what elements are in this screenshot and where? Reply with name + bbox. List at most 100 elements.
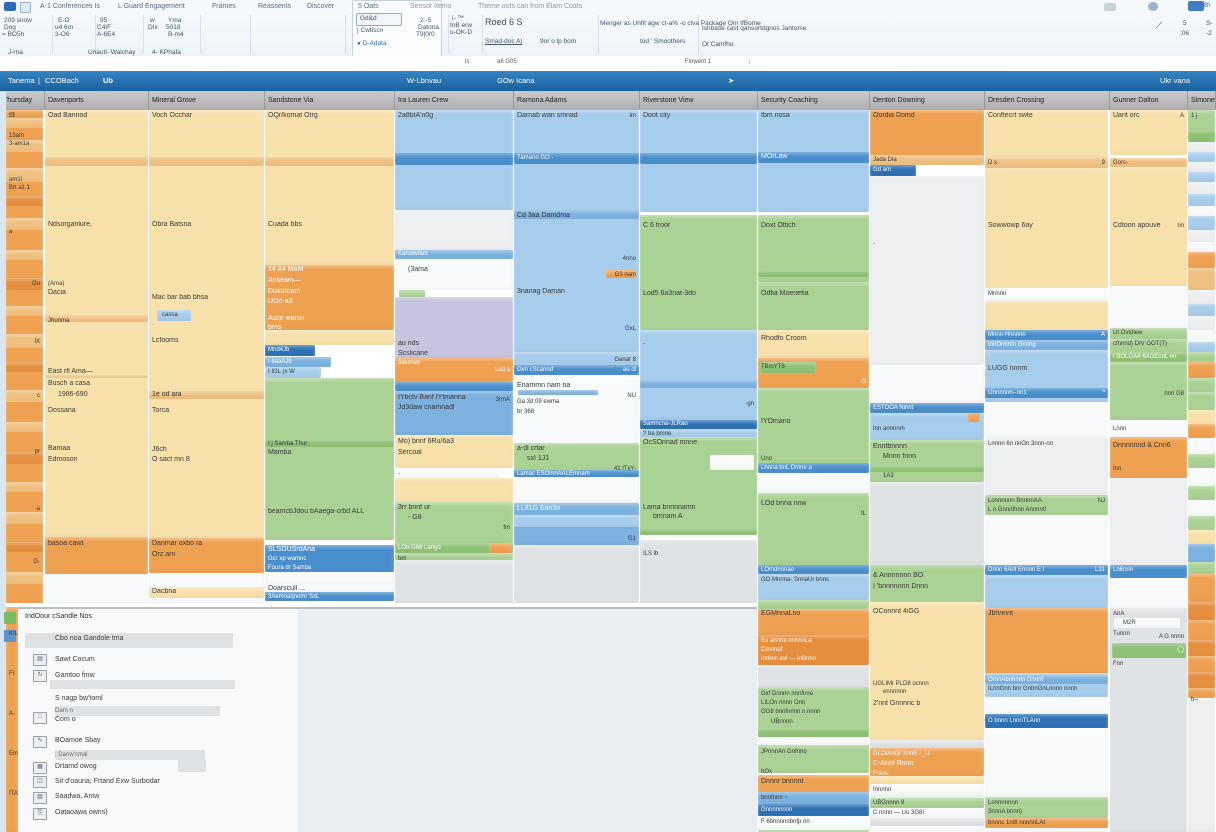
event-block[interactable] [1188, 454, 1215, 468]
event-block[interactable] [6, 218, 43, 230]
event-block[interactable] [758, 745, 869, 773]
event-block[interactable] [870, 165, 916, 176]
event-block[interactable] [870, 798, 984, 808]
menu-item[interactable]: Saadwa, Amw [55, 793, 100, 800]
column-header[interactable]: Thursday [0, 91, 45, 110]
column-header[interactable]: Sandstone Via [265, 91, 395, 110]
event-block[interactable] [758, 804, 869, 816]
group-label[interactable]: Ub [103, 76, 113, 85]
event-block[interactable] [395, 560, 513, 603]
event-block[interactable] [758, 737, 869, 745]
event-block[interactable] [514, 153, 639, 164]
event-block[interactable] [1114, 618, 1180, 628]
event-block[interactable] [870, 565, 984, 602]
event-block[interactable] [1110, 608, 1187, 832]
event-block[interactable] [985, 818, 1108, 828]
event-block[interactable] [6, 278, 43, 290]
event-block[interactable] [1188, 672, 1215, 688]
event-block[interactable] [758, 282, 869, 330]
event-block[interactable] [870, 365, 984, 403]
event-block[interactable] [514, 443, 639, 470]
event-block[interactable] [265, 545, 394, 572]
event-block[interactable] [6, 196, 43, 206]
event-block[interactable] [870, 403, 984, 413]
event-block[interactable] [985, 495, 1108, 515]
event-block[interactable] [758, 635, 869, 665]
event-block[interactable] [1188, 562, 1215, 574]
event-block[interactable] [1188, 252, 1215, 268]
ribbon-button[interactable]: J-rna [8, 49, 23, 56]
ribbon-button[interactable]: i- ™ [452, 15, 464, 22]
ribbon-tab[interactable]: Reassents [258, 3, 292, 10]
event-block[interactable] [870, 176, 984, 365]
ribbon-button[interactable]: Yma [168, 17, 182, 24]
event-block[interactable] [6, 168, 43, 182]
ribbon-button[interactable]: E-O [58, 17, 70, 24]
ribbon-tab[interactable]: L Guard Engagement [118, 3, 185, 10]
ribbon-button[interactable]: Menger as Unfit agw ct-a% -o clva Packag… [600, 20, 761, 27]
group-label[interactable]: GOw Icana [497, 76, 535, 85]
event-block[interactable] [45, 574, 148, 603]
event-block[interactable] [758, 816, 869, 830]
event-block[interactable] [1188, 656, 1215, 672]
ribbon-button[interactable]: Unautl- Walchay [88, 49, 136, 56]
event-block[interactable] [985, 828, 1108, 832]
event-block[interactable] [758, 830, 869, 832]
event-block[interactable] [640, 437, 757, 535]
event-block[interactable] [395, 382, 513, 391]
event-block[interactable] [1188, 194, 1215, 206]
ribbon-button[interactable]: Gd&d [360, 15, 377, 22]
event-block[interactable] [1188, 620, 1215, 640]
event-block[interactable] [514, 210, 639, 219]
event-block[interactable] [870, 808, 984, 818]
event-block[interactable] [395, 358, 513, 382]
event-block[interactable] [1188, 698, 1215, 832]
menu-item[interactable]: ; Danw'cmal [55, 752, 88, 758]
event-block[interactable] [640, 429, 757, 437]
ribbon-button[interactable]: Smad-doc A| [485, 38, 523, 45]
ribbon-tab[interactable]: Discover [307, 3, 335, 10]
event-block[interactable] [985, 608, 1108, 673]
event-block[interactable] [6, 306, 43, 316]
event-block[interactable] [265, 439, 394, 447]
event-block[interactable] [870, 818, 984, 826]
event-block[interactable] [6, 362, 43, 372]
event-block[interactable] [1110, 339, 1187, 352]
event-block[interactable] [1188, 216, 1215, 230]
event-block[interactable] [1188, 530, 1215, 544]
event-block[interactable] [1188, 330, 1215, 342]
ribbon-button[interactable]: B\ [1204, 2, 1211, 9]
event-block[interactable] [399, 468, 499, 478]
ribbon-button[interactable]: 209 snow [4, 17, 32, 24]
event-block[interactable] [1188, 290, 1215, 304]
event-block[interactable] [758, 270, 869, 277]
event-block[interactable] [395, 259, 513, 290]
column-header[interactable]: Security Coaching [758, 91, 870, 110]
event-block[interactable] [514, 545, 639, 603]
group-label[interactable]: Tanema [8, 76, 35, 85]
ribbon-button[interactable]: Datona [418, 24, 439, 31]
ribbon-button[interactable]: DIx [148, 24, 158, 31]
event-block[interactable] [514, 515, 639, 527]
event-block[interactable] [870, 413, 984, 440]
ribbon-button[interactable]: = BO5h [2, 31, 25, 38]
ribbon-tab[interactable]: Frames [212, 3, 236, 10]
ribbon-tab[interactable]: Sensor Items [410, 3, 452, 10]
event-block[interactable] [265, 584, 394, 592]
event-block[interactable] [1188, 182, 1215, 194]
ribbon-tab[interactable]: Theme outs can from Elam Coats [478, 3, 583, 10]
event-block[interactable] [514, 352, 639, 365]
event-block[interactable] [710, 455, 754, 470]
event-block[interactable] [6, 250, 43, 260]
event-block[interactable] [265, 357, 331, 367]
event-block[interactable] [1110, 437, 1187, 478]
event-block[interactable] [265, 157, 394, 166]
column-header[interactable]: Gunner Dalton [1110, 91, 1188, 110]
event-block[interactable] [149, 538, 264, 573]
event-block[interactable] [640, 528, 757, 535]
event-block[interactable] [265, 330, 394, 345]
event-block[interactable] [758, 388, 869, 463]
event-block[interactable] [1110, 352, 1187, 362]
event-block[interactable] [1188, 602, 1215, 620]
event-block[interactable] [985, 402, 1108, 437]
